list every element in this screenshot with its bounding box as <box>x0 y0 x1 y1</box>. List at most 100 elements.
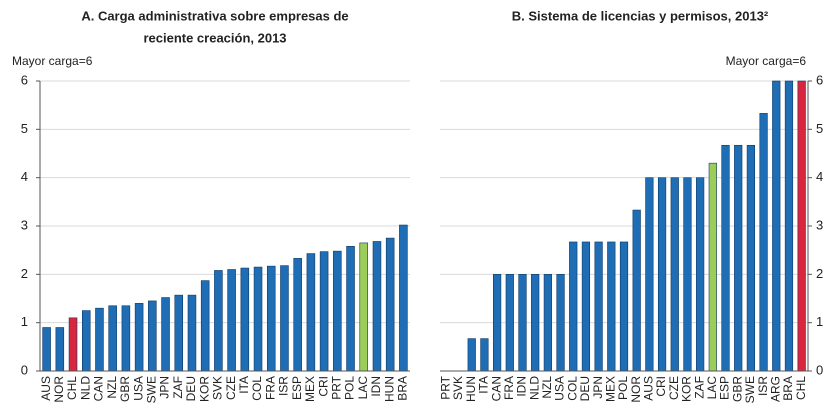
bar <box>582 242 590 371</box>
bar <box>772 81 780 371</box>
x-tick-label: ESP <box>290 376 304 400</box>
x-tick-label: FRA <box>263 376 277 400</box>
bar <box>493 274 501 371</box>
bar <box>608 242 616 371</box>
bar <box>162 298 170 371</box>
x-tick-label: JPN <box>158 376 172 399</box>
bar <box>56 328 64 372</box>
bar <box>320 252 328 371</box>
bar <box>544 274 552 371</box>
x-tick-label: ITA <box>237 376 251 394</box>
bar <box>633 210 641 371</box>
x-tick-label: BRA <box>396 376 410 401</box>
annotation: Mayor carga=6 <box>726 54 807 68</box>
bar <box>228 270 236 372</box>
bar <box>267 266 275 371</box>
bar <box>43 328 51 372</box>
x-tick-label: ISR <box>277 376 291 396</box>
x-tick-label: USA <box>131 376 145 401</box>
x-tick-label: COL <box>250 376 264 401</box>
bar <box>135 303 143 371</box>
x-tick-label: KOR <box>197 376 211 402</box>
bar <box>109 306 117 371</box>
bar <box>241 268 249 371</box>
x-tick-label: MEX <box>303 376 317 402</box>
bar <box>347 246 355 371</box>
bar <box>254 267 262 371</box>
bar <box>175 295 183 371</box>
bar <box>760 113 768 371</box>
bar <box>201 281 209 371</box>
y-tick-label: 0 <box>816 362 823 377</box>
bar <box>620 242 628 371</box>
bar <box>96 308 104 371</box>
y-tick-label: 2 <box>21 266 28 281</box>
x-tick-label: ZAF <box>171 376 185 399</box>
bar <box>399 225 407 371</box>
x-tick-label: CRI <box>316 376 330 397</box>
y-tick-label: 1 <box>816 314 823 329</box>
bar <box>481 339 489 371</box>
x-tick-label: NZL <box>105 376 119 399</box>
x-tick-label: DEU <box>184 376 198 401</box>
x-tick-label: IDN <box>369 376 383 397</box>
bar <box>557 274 565 371</box>
y-tick-label: 6 <box>816 72 823 87</box>
y-tick-label: 3 <box>21 217 28 232</box>
x-tick-label: PRT <box>329 375 343 399</box>
bar <box>798 81 806 371</box>
x-tick-label: SVK <box>211 376 225 400</box>
y-tick-label: 3 <box>816 217 823 232</box>
y-tick-label: 6 <box>21 72 28 87</box>
bar <box>671 178 679 371</box>
annotation: Mayor carga=6 <box>12 54 93 68</box>
bar <box>709 163 717 371</box>
bar <box>569 242 577 371</box>
bar <box>519 274 527 371</box>
bar <box>148 301 156 371</box>
bar <box>188 295 196 371</box>
x-tick-label: CZE <box>224 376 238 400</box>
x-tick-label: POL <box>343 376 357 400</box>
bar <box>531 274 539 371</box>
bar <box>360 243 368 371</box>
bar <box>722 145 730 371</box>
bar <box>294 258 302 371</box>
x-tick-label: SWE <box>144 376 158 403</box>
chart-title: reciente creación, 2013 <box>143 30 286 45</box>
bar <box>506 274 514 371</box>
bar <box>214 270 222 371</box>
x-tick-label: LAC <box>356 376 370 400</box>
bar <box>696 178 704 371</box>
chart-title: B. Sistema de licencias y permisos, 2013… <box>512 8 769 23</box>
bar <box>468 339 476 371</box>
y-tick-label: 2 <box>816 266 823 281</box>
bar <box>281 266 289 371</box>
bar <box>658 178 666 371</box>
y-tick-label: 4 <box>21 169 28 184</box>
y-tick-label: 4 <box>816 169 823 184</box>
bar <box>646 178 654 371</box>
bar <box>386 238 394 371</box>
x-tick-label: CHL <box>794 376 808 400</box>
y-tick-label: 1 <box>21 314 28 329</box>
y-tick-label: 5 <box>21 121 28 136</box>
bar <box>122 306 130 371</box>
x-tick-label: AUS <box>39 376 53 401</box>
y-tick-label: 5 <box>816 121 823 136</box>
x-tick-label: HUN <box>382 376 396 402</box>
bar <box>747 145 755 371</box>
x-tick-label: CAN <box>92 376 106 401</box>
chart-title: A. Carga administrativa sobre empresas d… <box>81 8 348 23</box>
bar <box>373 241 381 371</box>
bar <box>333 251 341 371</box>
bar <box>307 254 315 371</box>
y-tick-label: 0 <box>21 362 28 377</box>
x-tick-label: NLD <box>78 376 92 400</box>
x-tick-label: NOR <box>52 376 66 403</box>
bar <box>69 318 77 371</box>
x-tick-label: CHL <box>65 376 79 400</box>
bar <box>595 242 603 371</box>
bar <box>785 81 793 371</box>
